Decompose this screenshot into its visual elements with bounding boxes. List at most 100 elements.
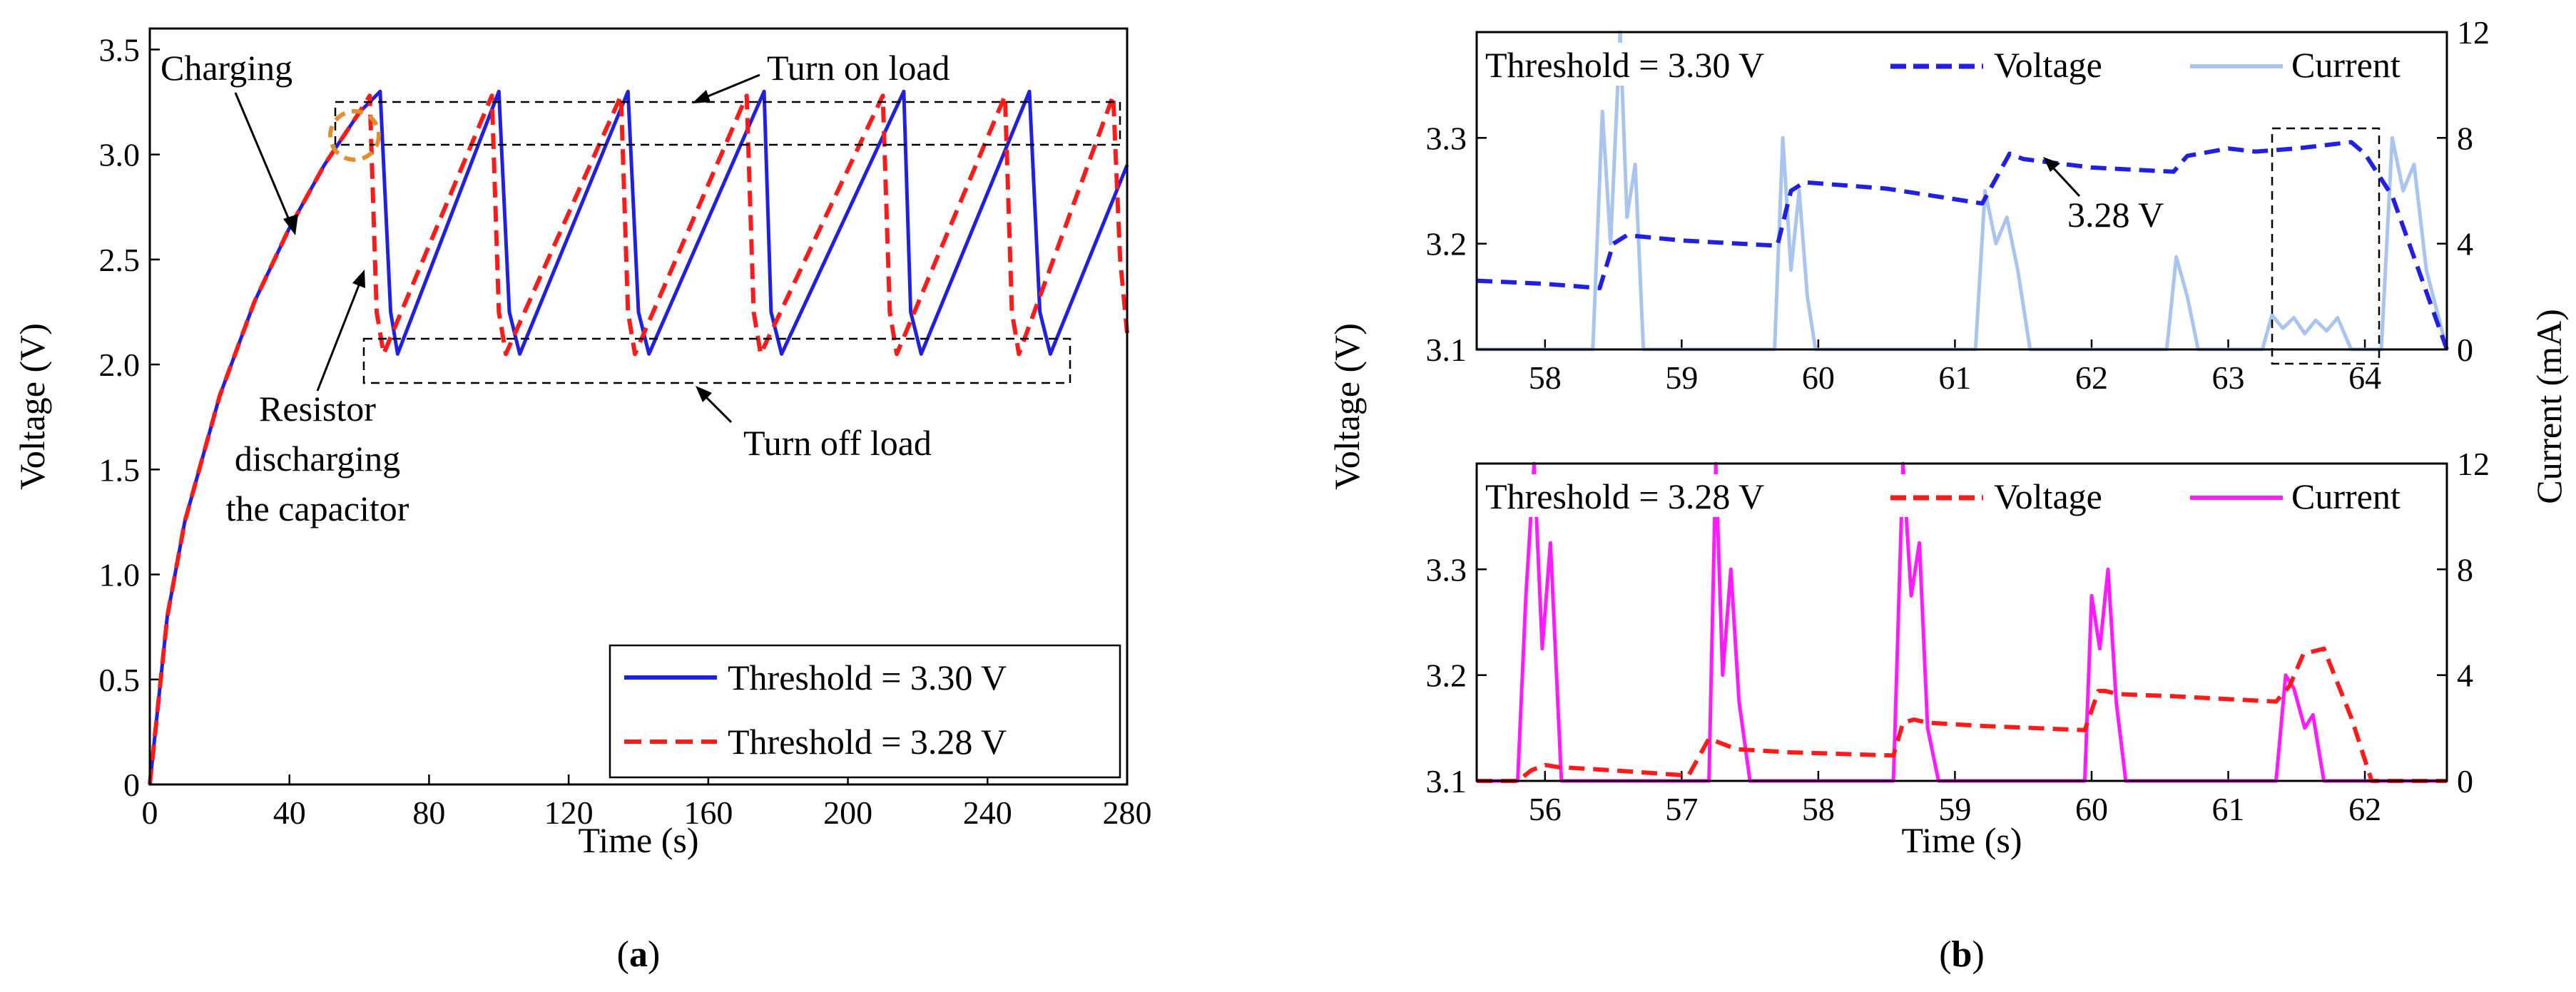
x-tick-label: 60 bbox=[2075, 791, 2108, 827]
x-tick-label: 59 bbox=[1665, 359, 1698, 396]
x-tick-label: 200 bbox=[823, 794, 872, 831]
x-tick-label: 58 bbox=[1529, 359, 1562, 396]
panel-a-label-suffix: ) bbox=[648, 934, 660, 975]
y-tick-label: 2.0 bbox=[99, 347, 141, 383]
legend-label-330: Threshold = 3.30 V bbox=[728, 658, 1007, 697]
x-tick-label: 58 bbox=[1802, 791, 1835, 827]
x-tick-label: 57 bbox=[1665, 791, 1698, 827]
panel-b-label-letter: b bbox=[1952, 934, 1972, 975]
panel-b-bottom-current-legend: Current bbox=[2291, 476, 2401, 516]
series-line-voltage bbox=[1476, 140, 2449, 351]
panel-a-y-axis-label: Voltage (V) bbox=[12, 323, 52, 490]
right-tick-label: 4 bbox=[2457, 658, 2473, 694]
y-tick-label: 3.3 bbox=[1426, 120, 1467, 156]
x-tick-label: 63 bbox=[2212, 359, 2245, 396]
right-tick-label: 8 bbox=[2457, 120, 2473, 156]
y-tick-label: 3.2 bbox=[1426, 658, 1467, 694]
y-tick-label: 2.5 bbox=[99, 242, 141, 278]
x-tick-label: 0 bbox=[142, 794, 158, 831]
panel-b-top-voltage-legend: Voltage bbox=[1994, 45, 2102, 85]
y-tick-label: 0.5 bbox=[99, 662, 141, 698]
turn-on-load-box bbox=[334, 101, 1121, 146]
panel-a-x-tick-labels: 0 40 80 120 160 200 240 280 bbox=[142, 794, 1152, 831]
right-tick-label: 0 bbox=[2457, 332, 2473, 368]
x-tick-label: 160 bbox=[683, 794, 733, 831]
panel-b-bottom-right-tick-labels: 0 4 8 12 bbox=[2457, 446, 2490, 799]
y-tick-label: 3.1 bbox=[1426, 332, 1467, 368]
peak-voltage-arrow bbox=[2050, 164, 2081, 198]
peak-voltage-arrowhead bbox=[2043, 157, 2060, 172]
x-tick-label: 40 bbox=[273, 794, 306, 831]
panel-a-y-tick-labels: 0 0.5 1.0 1.5 2.0 2.5 3.0 3.5 bbox=[99, 31, 141, 803]
panel-b-top-y-tick-labels: 3.1 3.2 3.3 bbox=[1426, 120, 1467, 368]
y-tick-label: 1.0 bbox=[99, 557, 141, 593]
panel-a-chart: 0 40 80 120 160 200 240 280 0 0.5 1.0 1.5 2.0 2.5 3.0… bbox=[12, 27, 1152, 975]
y-tick-label: 3.2 bbox=[1426, 226, 1467, 262]
panel-a-tick-marks bbox=[148, 48, 1129, 786]
panel-a-label: (a) bbox=[617, 934, 661, 975]
y-tick-label: 3.0 bbox=[99, 137, 141, 173]
x-tick-label: 62 bbox=[2075, 359, 2108, 396]
turn-on-load-arrowhead bbox=[692, 90, 711, 103]
resistor-arrow bbox=[316, 281, 362, 392]
panel-b-top-legend: Threshold = 3.30 V Voltage Current bbox=[1482, 43, 2444, 86]
panel-b-top-x-tick-labels: 58 59 60 61 62 63 64 bbox=[1529, 359, 2381, 396]
resistor-annotation-line1: Resistor bbox=[259, 389, 376, 429]
panel-b-x-axis-label: Time (s) bbox=[1901, 820, 2022, 860]
right-tick-label: 12 bbox=[2457, 446, 2490, 482]
turn-off-load-box bbox=[362, 337, 1071, 384]
x-tick-label: 56 bbox=[1529, 791, 1562, 827]
x-tick-label: 59 bbox=[1938, 791, 1971, 827]
x-tick-label: 61 bbox=[2212, 791, 2245, 827]
panel-b-label-suffix: ) bbox=[1972, 934, 1984, 975]
turn-off-load-annotation: Turn off load bbox=[743, 423, 932, 463]
peak-voltage-annotation: 3.28 V bbox=[2067, 195, 2164, 235]
x-tick-label: 80 bbox=[412, 794, 445, 831]
resistor-annotation-line2: discharging bbox=[235, 439, 400, 479]
panel-a-x-axis-label: Time (s) bbox=[578, 820, 698, 860]
x-tick-label: 120 bbox=[544, 794, 594, 831]
right-tick-label: 12 bbox=[2457, 14, 2490, 51]
panel-a-series bbox=[148, 89, 1129, 785]
panel-b-top-threshold: Threshold = 3.30 V bbox=[1485, 45, 1764, 85]
panel-a-label-prefix: ( bbox=[617, 934, 629, 975]
panel-b-label: (b) bbox=[1939, 934, 1985, 975]
threshold-circle-marker bbox=[328, 109, 381, 162]
panel-b-bottom-plot-frame bbox=[1475, 462, 2448, 782]
x-tick-label: 62 bbox=[2348, 791, 2381, 827]
panel-a-legend: Threshold = 3.30 V Threshold = 3.28 V bbox=[609, 644, 1121, 779]
panel-a-label-letter: a bbox=[629, 934, 648, 975]
y-tick-label: 3.5 bbox=[99, 31, 141, 68]
panel-a-plot-frame bbox=[148, 27, 1129, 786]
panel-b-top-chart: 58 59 60 61 62 63 64 3.1 3.2 3.3 0 4 8 12 Threshold… bbox=[1426, 14, 2490, 396]
x-tick-label: 280 bbox=[1103, 794, 1152, 831]
panel-b-bottom-legend: Threshold = 3.28 V Voltage Current bbox=[1482, 474, 2444, 517]
y-tick-label: 3.3 bbox=[1426, 551, 1467, 588]
panel-b-bottom-series bbox=[1477, 461, 2447, 783]
panel-b-bottom-chart: 56 57 58 59 60 61 62 3.1 3.2 3.3 0 4 8 12 Threshold… bbox=[1426, 446, 2490, 860]
series-line-current bbox=[1477, 461, 2447, 783]
panel-b-bottom-threshold: Threshold = 3.28 V bbox=[1485, 476, 1764, 516]
panel-b-top-current-legend: Current bbox=[2291, 45, 2401, 85]
charging-arrowhead bbox=[283, 214, 298, 235]
right-tick-label: 0 bbox=[2457, 763, 2473, 799]
right-tick-label: 8 bbox=[2457, 551, 2473, 588]
panel-b-y-axis-label: Voltage (V) bbox=[1327, 323, 1367, 490]
x-tick-label: 60 bbox=[1802, 359, 1835, 396]
series-line-voltage bbox=[1477, 646, 2447, 783]
legend-label-328: Threshold = 3.28 V bbox=[728, 722, 1007, 762]
turn-off-load-arrow bbox=[701, 392, 733, 424]
charging-arrow bbox=[234, 92, 292, 225]
panel-b-top-right-tick-labels: 0 4 8 12 bbox=[2457, 14, 2490, 368]
y-tick-label: 0 bbox=[123, 767, 140, 803]
charging-annotation: Charging bbox=[161, 48, 292, 88]
resistor-arrowhead bbox=[352, 270, 365, 288]
panel-b-bottom-voltage-legend: Voltage bbox=[1994, 476, 2102, 516]
turn-on-load-annotation: Turn on load bbox=[767, 48, 950, 88]
panel-a-legend-box bbox=[609, 644, 1121, 779]
panel-b-label-prefix: ( bbox=[1939, 934, 1951, 975]
x-tick-label: 240 bbox=[963, 794, 1012, 831]
y-tick-label: 3.1 bbox=[1426, 763, 1467, 799]
panel-b-bottom-x-tick-labels: 56 57 58 59 60 61 62 bbox=[1529, 791, 2381, 827]
x-tick-label: 64 bbox=[2348, 359, 2381, 396]
